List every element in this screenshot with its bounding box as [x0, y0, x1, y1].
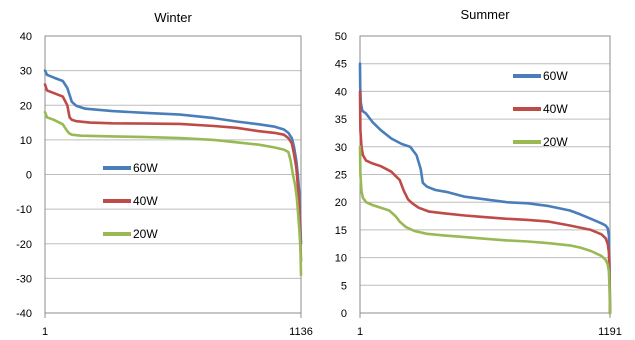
y-tick-label: 0 — [341, 308, 347, 320]
series-line-20w — [43, 110, 303, 277]
y-tick-label: 35 — [335, 114, 347, 126]
y-tick-label: 50 — [335, 31, 347, 43]
y-tick-label: 30 — [20, 66, 32, 78]
y-tick-label: 20 — [20, 100, 32, 112]
y-tick-label: 5 — [341, 280, 347, 292]
chart-title: Winter — [154, 10, 192, 25]
y-tick-label: 20 — [335, 197, 347, 209]
y-tick-label: 10 — [335, 253, 347, 265]
y-tick-label: 10 — [20, 135, 32, 147]
chart-title: Summer — [460, 7, 510, 22]
legend-label: 20W — [543, 135, 568, 149]
legend-label: 40W — [133, 194, 158, 208]
winter-chart: Winter 40 30 20 10 0 -10 -20 -30 -40 1 1136 60W 40W 20… — [16, 10, 313, 338]
y-tick-label: -10 — [16, 204, 32, 216]
series-line-40w — [43, 83, 303, 263]
y-tick-label: -20 — [16, 239, 32, 251]
y-tick-label: 45 — [335, 59, 347, 71]
y-tick-label: 40 — [20, 31, 32, 43]
y-tick-label: -30 — [16, 273, 32, 285]
x-tick-label: 1136 — [289, 326, 313, 338]
y-tick-label: -40 — [16, 308, 32, 320]
x-tick-label: 1 — [42, 326, 48, 338]
series-line-40w — [358, 90, 612, 315]
series-line-60w — [358, 62, 612, 315]
legend-label: 60W — [133, 161, 158, 175]
x-tick-label: 1 — [357, 326, 363, 338]
y-tick-label: 0 — [26, 170, 32, 182]
series-line-60w — [43, 69, 303, 246]
y-tick-label: 25 — [335, 170, 347, 182]
legend-label: 40W — [543, 102, 568, 116]
y-tick-label: 30 — [335, 142, 347, 154]
legend-label: 20W — [133, 227, 158, 241]
x-tick-label: 1191 — [598, 326, 622, 338]
y-tick-label: 40 — [335, 86, 347, 98]
plot-area — [44, 35, 302, 314]
series-line-20w — [358, 145, 612, 315]
y-tick-label: 15 — [335, 225, 347, 237]
legend-label: 60W — [543, 69, 568, 83]
